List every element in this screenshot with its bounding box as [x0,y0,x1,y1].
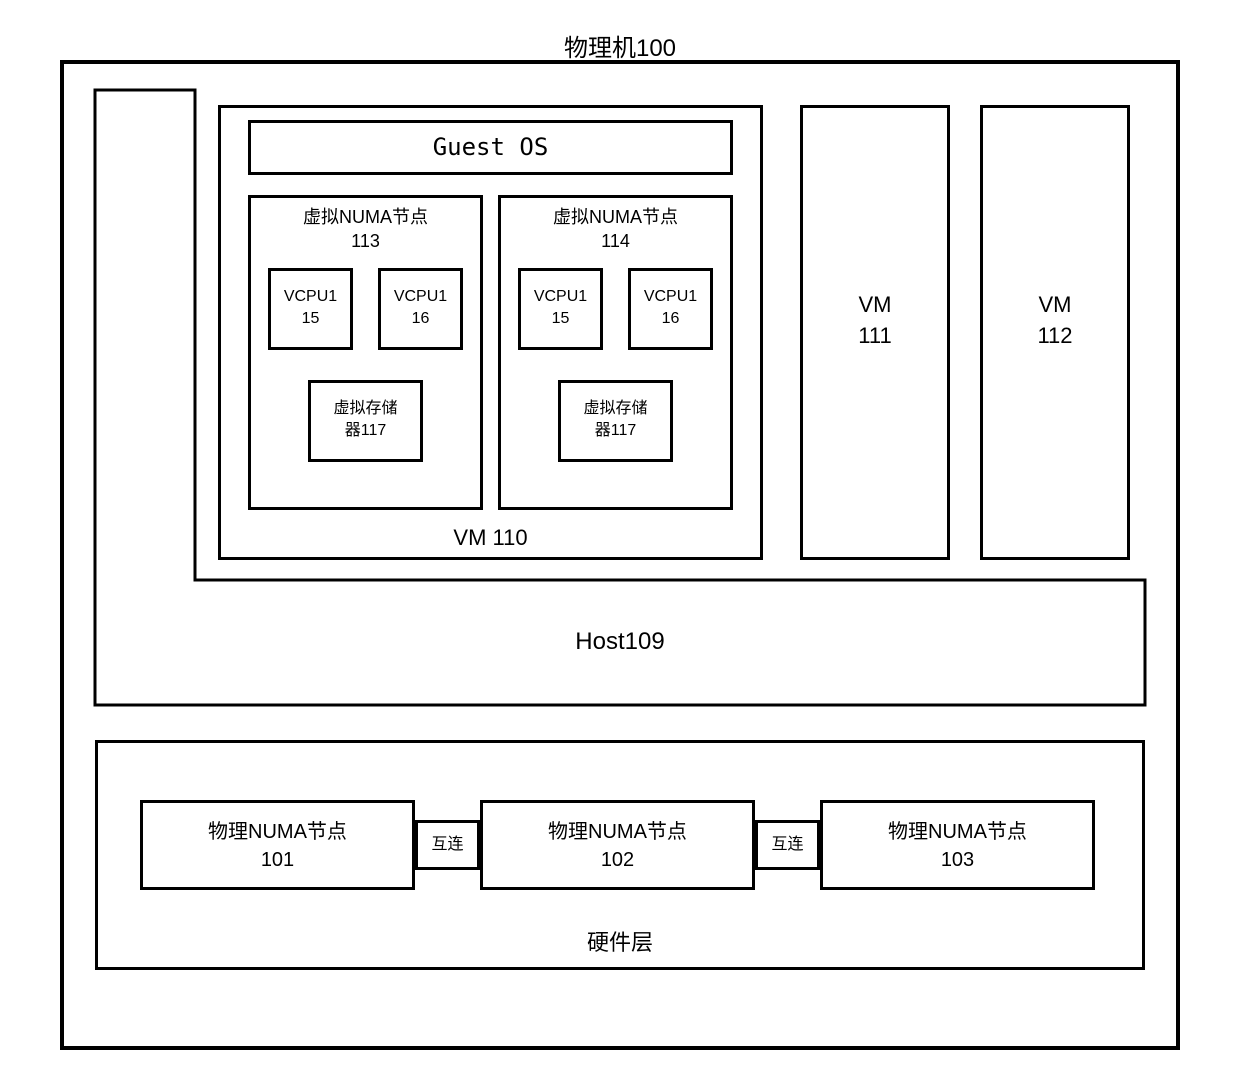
vnuma114-vmem-label: 虚拟存储 器117 [558,398,673,441]
vm112-label: VM 112 [980,290,1130,352]
vnuma114-vcpu15-label: VCPU1 15 [518,286,603,329]
vnuma113-title: 虚拟NUMA节点 113 [248,205,483,254]
diagram-canvas: 物理机100 Host109 VM 110 Guest OS 虚拟NUMA节点 … [0,0,1240,1080]
pnuma101-label: 物理NUMA节点 101 [140,818,415,874]
vnuma114-vcpu16-label: VCPU1 16 [628,286,713,329]
pnuma102-label: 物理NUMA节点 102 [480,818,755,874]
vnuma113-vmem-label: 虚拟存储 器117 [308,398,423,441]
pnuma103-label: 物理NUMA节点 103 [820,818,1095,874]
interconnect-2-label: 互连 [771,836,803,853]
interconnect-2-box: 互连 [755,820,820,870]
hardware-layer-label: 硬件层 [95,925,1145,957]
vnuma114-title: 虚拟NUMA节点 114 [498,205,733,254]
guest-os-box: Guest OS [248,120,733,175]
host-label: Host109 [95,628,1145,656]
interconnect-1-box: 互连 [415,820,480,870]
vm110-label: VM 110 [218,525,763,551]
guest-os-label: Guest OS [433,133,549,161]
physical-machine-title: 物理机100 [60,28,1180,63]
vnuma113-vcpu15-label: VCPU1 15 [268,286,353,329]
interconnect-1-label: 互连 [431,836,463,853]
vm111-label: VM 111 [800,290,950,352]
vnuma113-vcpu16-label: VCPU1 16 [378,286,463,329]
